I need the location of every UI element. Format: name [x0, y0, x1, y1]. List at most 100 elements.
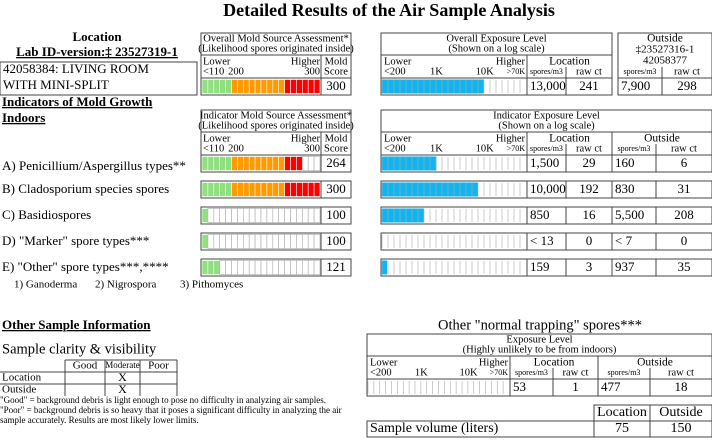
label: Higher — [479, 357, 509, 368]
label: <110 — [203, 143, 224, 154]
bar-cell — [231, 208, 238, 223]
outside-spores: 477 — [601, 379, 621, 394]
label: Lower — [203, 133, 231, 144]
bar-cell — [243, 79, 250, 94]
bar-cell — [225, 79, 232, 94]
label: spores/m3 — [530, 67, 563, 76]
label: raw ct — [671, 143, 697, 154]
label: raw ct — [563, 367, 589, 378]
bar-cell — [254, 208, 262, 223]
box — [366, 378, 712, 397]
row-label: B) Cladosporium species spores — [2, 181, 169, 196]
outside-raw: 18 — [675, 379, 688, 394]
bar-cell — [219, 182, 226, 197]
label: Mold — [325, 133, 349, 144]
mold-score: 300 — [326, 181, 346, 196]
exposure-bar — [382, 208, 424, 223]
label: Location — [549, 56, 590, 68]
bar-cell — [301, 234, 309, 249]
location-raw: 16 — [583, 207, 597, 222]
label: spores/m3 — [624, 67, 657, 76]
label: Location — [597, 405, 647, 420]
bar-cell — [213, 182, 221, 197]
label: Indicator Exposure Level — [493, 110, 600, 121]
label: Exposure Level — [506, 334, 572, 345]
bar-cell — [237, 260, 244, 275]
label: Lab ID-version:‡ 23527319-1 — [16, 44, 178, 59]
outside-raw: 31 — [678, 181, 691, 196]
exposure-bar — [382, 260, 388, 275]
bar-cell — [225, 182, 232, 197]
bar-cell — [296, 260, 303, 275]
bar-cell — [225, 234, 232, 249]
row-label: A) Penicillium/Aspergillus types** — [2, 158, 186, 173]
label: spores/m3 — [608, 368, 641, 377]
mold-score-bar — [201, 156, 321, 171]
bar-cell — [219, 79, 226, 94]
bar-cell — [207, 156, 215, 171]
label: Higher — [291, 56, 321, 67]
mold-score-bar — [201, 182, 321, 197]
box — [380, 258, 712, 277]
label: 300 — [304, 143, 320, 154]
box — [200, 258, 352, 277]
label: Lower — [384, 133, 412, 144]
bar-cell — [278, 79, 285, 94]
label: X — [118, 382, 127, 396]
label: Good — [73, 360, 98, 372]
label: 42058377 — [643, 55, 688, 67]
bar-cell — [266, 156, 274, 171]
outside-raw: 35 — [678, 259, 691, 274]
bar-cell — [260, 260, 268, 275]
bar-cell — [248, 234, 256, 249]
bar-cell — [231, 182, 238, 197]
label: raw ct — [668, 367, 694, 378]
bar-cell — [213, 260, 221, 275]
bar-cell — [301, 182, 309, 197]
bar-cell — [301, 79, 309, 94]
bar-cell — [254, 234, 262, 249]
label: Sample volume (liters) — [370, 421, 499, 436]
label: >70K — [507, 67, 526, 76]
label: Score — [324, 66, 348, 77]
bar-cell — [201, 156, 209, 171]
label: raw ct — [674, 66, 700, 77]
bar-cell — [213, 156, 221, 171]
bar-cell — [296, 234, 303, 249]
location-raw: 1 — [572, 379, 579, 394]
bar-cell — [307, 234, 315, 249]
label: 42058384: LIVING ROOM — [3, 61, 149, 76]
bar-cell — [254, 260, 262, 275]
bar-cell — [243, 260, 250, 275]
bar-cell — [290, 79, 297, 94]
outside-spores: 160 — [615, 155, 635, 170]
bar-cell — [207, 208, 215, 223]
bar-cell — [313, 234, 321, 249]
bar-cell — [313, 260, 321, 275]
mold-score-bar — [201, 79, 321, 94]
bar-cell — [278, 182, 285, 197]
label: 1K — [430, 143, 443, 154]
bar-cell — [266, 79, 274, 94]
label: Score — [324, 143, 348, 154]
label: Overall Exposure Level — [446, 33, 546, 44]
bar-cell — [290, 234, 297, 249]
label: Outside — [659, 405, 703, 420]
bar-cell — [260, 234, 268, 249]
row-label: D) "Marker" spore types*** — [2, 233, 149, 248]
label: Other Sample Information — [2, 317, 151, 332]
box — [200, 232, 352, 251]
bar-cell — [307, 156, 315, 171]
bar-cell — [266, 182, 274, 197]
bar-cell — [254, 156, 262, 171]
note: sample accurately. Results are most like… — [0, 415, 199, 425]
box — [380, 180, 712, 199]
bar-cell — [248, 182, 256, 197]
label: Location — [72, 29, 122, 44]
outside-spores: 937 — [615, 259, 635, 274]
bar-cell — [307, 260, 315, 275]
bar-cell — [284, 156, 291, 171]
label: Moderate — [105, 360, 139, 370]
label: (Shown on a log scale) — [448, 43, 545, 54]
footnote: 1) Ganoderma — [14, 279, 77, 291]
